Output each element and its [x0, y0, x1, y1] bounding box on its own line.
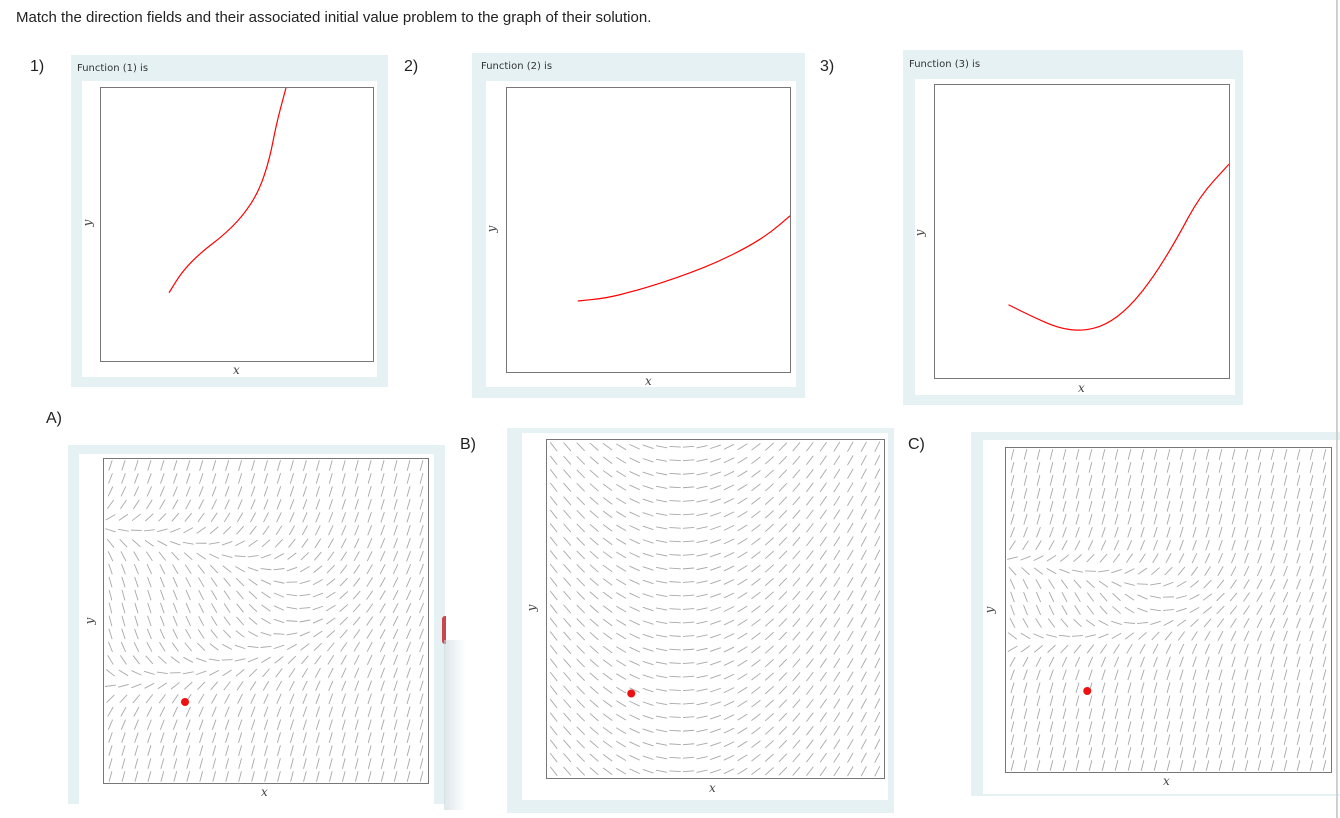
- field-b-ylabel: y: [524, 604, 539, 612]
- function-1-ylabel: y: [80, 219, 95, 227]
- field-a-xlabel: x: [261, 785, 268, 799]
- field-a-graph[interactable]: [103, 458, 429, 784]
- function-1-graph: [100, 87, 374, 362]
- page-scrollbar[interactable]: [1336, 0, 1338, 818]
- function-1-number: 1): [30, 58, 45, 75]
- function-2-graph: [506, 87, 791, 373]
- field-a-ylabel: y: [82, 617, 97, 625]
- function-2-xlabel: x: [645, 374, 652, 388]
- function-3-title: Function (3) is: [909, 59, 981, 70]
- function-2-title: Function (2) is: [481, 61, 553, 72]
- field-c-label: C): [908, 436, 925, 453]
- field-b-graph[interactable]: [546, 439, 885, 779]
- function-3-ylabel: y: [912, 229, 927, 237]
- function-1-title: Function (1) is: [77, 63, 149, 74]
- function-3-xlabel: x: [1078, 381, 1085, 395]
- initial-point-dot: [181, 698, 189, 706]
- field-a-label: A): [46, 410, 62, 427]
- field-b-xlabel: x: [709, 781, 716, 795]
- function-3-graph: [934, 84, 1230, 379]
- question-prompt: Match the direction fields and their ass…: [16, 9, 652, 26]
- field-c-graph[interactable]: [1005, 447, 1332, 773]
- initial-point-dot: [1083, 687, 1092, 695]
- side-tab-handle[interactable]: [442, 616, 446, 644]
- field-c-xlabel: x: [1163, 774, 1170, 788]
- function-2-ylabel: y: [484, 225, 499, 233]
- field-c-ylabel: y: [982, 606, 997, 614]
- function-1-xlabel: x: [233, 363, 240, 377]
- field-b-label: B): [460, 436, 476, 453]
- function-3-number: 3): [820, 58, 835, 75]
- function-2-number: 2): [404, 58, 419, 75]
- initial-point-dot: [627, 689, 636, 698]
